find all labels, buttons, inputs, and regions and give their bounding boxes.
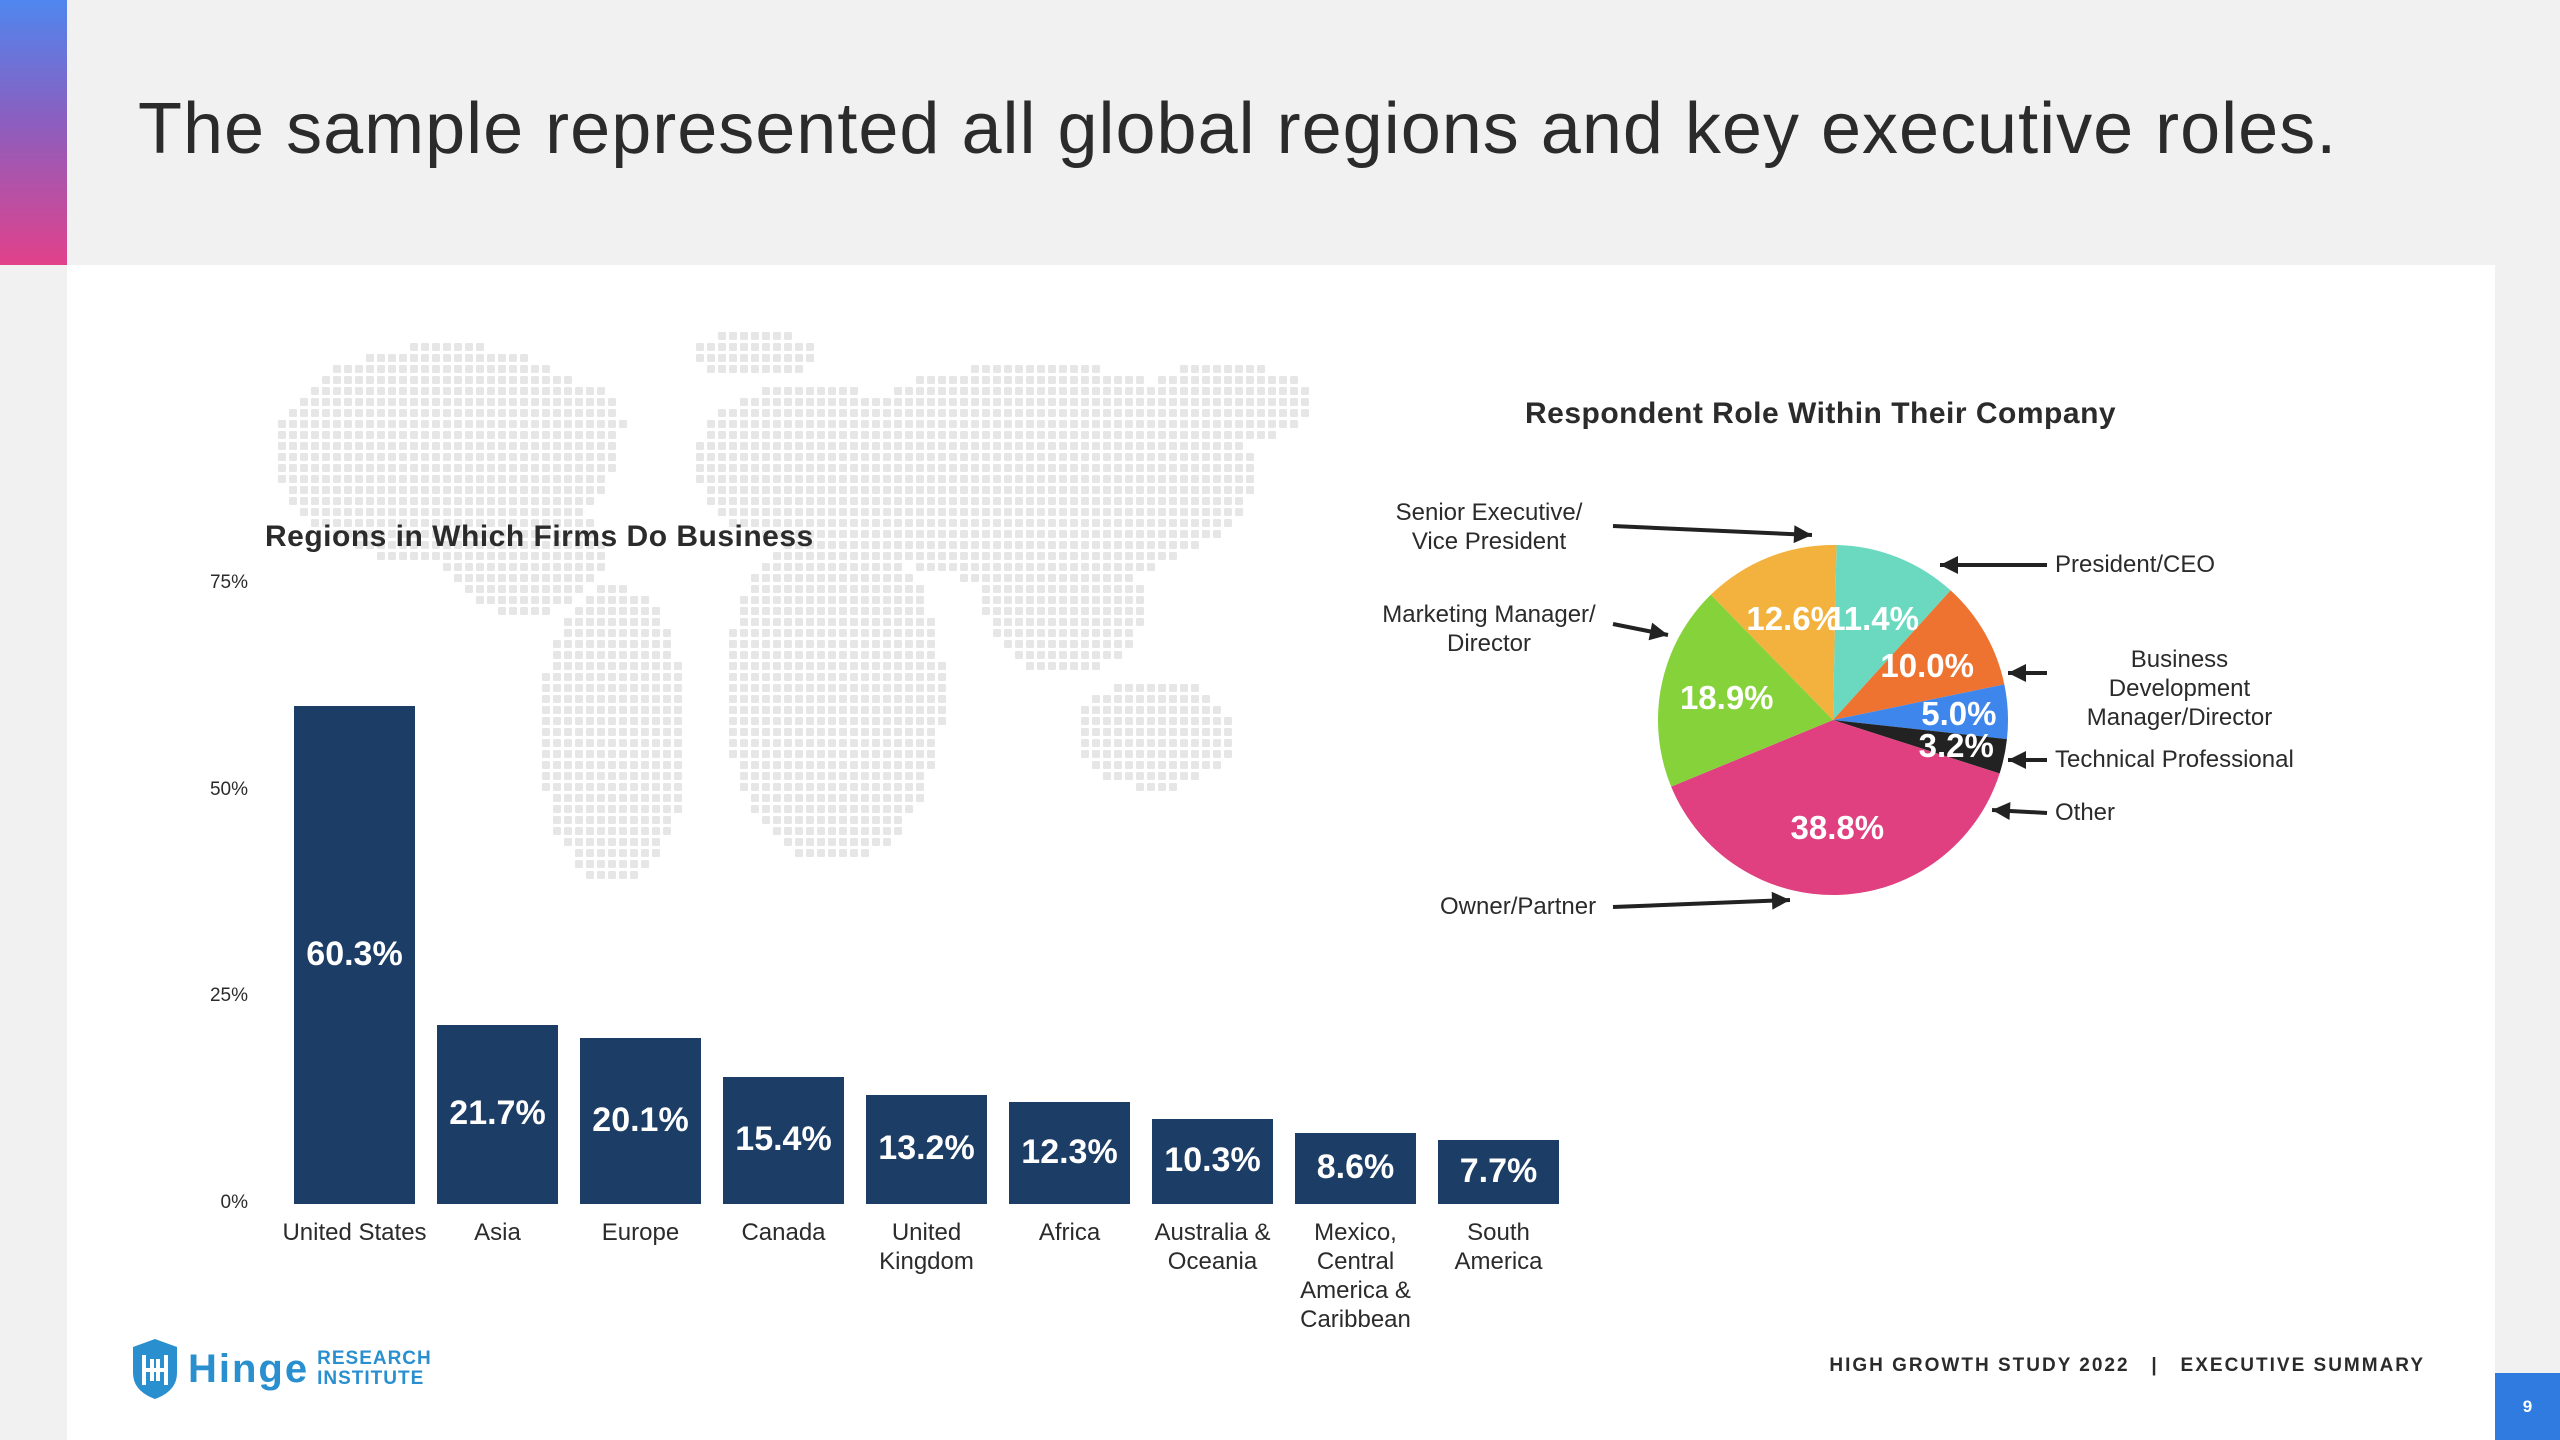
pie-value-label: 10.0% [1880, 647, 1974, 685]
category-label: Canada [741, 1219, 826, 1246]
pie-slice-2 [1833, 684, 2008, 740]
bar-value-label: 20.1% [592, 1100, 689, 1139]
bar-value-label: 15.4% [735, 1120, 832, 1159]
pie-pointer-arrowhead [1992, 801, 2011, 820]
category-label: Australia & Oceania [1154, 1219, 1271, 1275]
y-tick-label: 25% [209, 985, 248, 1007]
y-tick-label: 75% [209, 572, 248, 593]
pie-value-label: 12.6% [1746, 600, 1840, 638]
pie-value-label: 38.8% [1790, 809, 1885, 847]
bar-value-label: 13.2% [878, 1129, 975, 1168]
pie-slice-6 [1710, 545, 1837, 720]
pie-pointer-arrowhead [2008, 664, 2026, 682]
bar-value-label: 12.3% [1021, 1133, 1118, 1172]
accent-bar [0, 0, 67, 265]
category-label: United Kingdom [879, 1219, 974, 1275]
logo-sub: RESEARCH INSTITUTE [309, 1349, 432, 1389]
bar-3 [723, 1076, 844, 1204]
pie-category-label: Technical Professional [2055, 746, 2294, 773]
page-title: The sample represented all global region… [138, 89, 2338, 169]
bar-value-label: 8.6% [1316, 1148, 1395, 1187]
pie-category-label: Other [2055, 799, 2116, 826]
bar-chart-title: Regions in Which Firms Do Business [265, 520, 814, 553]
footer-text: HIGH GROWTH STUDY 2022 | EXECUTIVE SUMMA… [1829, 1355, 2425, 1376]
pie-slice-0 [1833, 545, 1951, 720]
pie-slice-4 [1671, 720, 2000, 895]
bar-1 [437, 1024, 558, 1204]
bar-6 [1152, 1118, 1273, 1204]
hinge-logo: Hinge RESEARCH INSTITUTE [130, 1337, 432, 1401]
pie-pointer-arrowhead [1793, 525, 1812, 544]
pie-pointer-arrowhead [1771, 891, 1790, 910]
pie-pointer-line [1612, 524, 1813, 537]
pie-pointer-line [1612, 898, 1791, 909]
pie-category-label: Business Development Manager/Director [2086, 646, 2273, 731]
y-tick-label: 50% [209, 778, 248, 800]
bar-value-label: 21.7% [449, 1094, 546, 1133]
bar-value-label: 7.7% [1459, 1152, 1538, 1191]
pie-value-label: 11.4% [1827, 600, 1919, 638]
logo-sub-line1: RESEARCH [317, 1348, 432, 1369]
pie-slice-1 [1833, 590, 2005, 720]
logo-word: Hinge [188, 1346, 310, 1391]
pie-category-label: Senior Executive/ Vice President [1395, 499, 1583, 555]
page-number: 9 [2495, 1373, 2560, 1440]
category-label: South America [1454, 1219, 1543, 1275]
bar-7 [1295, 1132, 1416, 1204]
category-label: Asia [474, 1219, 521, 1246]
pie-chart-title: Respondent Role Within Their Company [1525, 397, 2117, 430]
category-label: Africa [1038, 1219, 1101, 1246]
pie-category-label: Owner/Partner [1440, 893, 1597, 920]
bar-value-label: 60.3% [306, 934, 403, 973]
pie-category-label: Marketing Manager/ Director [1382, 601, 1596, 657]
category-label: United States [282, 1219, 427, 1246]
bar-4 [866, 1094, 987, 1204]
bar-value-label: 10.3% [1164, 1141, 1261, 1180]
shield-logo-icon [133, 1339, 177, 1399]
bar-2 [580, 1037, 701, 1204]
category-label: Mexico, Central America & Caribbean [1300, 1219, 1411, 1333]
pie-value-label: 18.9% [1679, 679, 1774, 717]
pie-category-label: President/CEO [2055, 551, 2216, 578]
pie-pointer-arrowhead [1648, 622, 1668, 641]
pie-slice-5 [1657, 594, 1833, 787]
logo-sub-line2: INSTITUTE [317, 1368, 425, 1389]
pie-value-label: 3.2% [1918, 727, 1994, 765]
y-tick-label: 0% [220, 1192, 248, 1213]
pie-slice-3 [1833, 720, 2007, 774]
pie-value-label: 5.0% [1921, 695, 1997, 732]
pie-pointer-arrowhead [1940, 556, 1958, 574]
bar-0 [294, 705, 415, 1204]
world-map-background [278, 332, 1309, 879]
bar-8 [1438, 1140, 1559, 1204]
pie-pointer-arrowhead [2008, 751, 2026, 769]
bar-5 [1009, 1102, 1130, 1204]
category-label: Europe [601, 1219, 680, 1246]
